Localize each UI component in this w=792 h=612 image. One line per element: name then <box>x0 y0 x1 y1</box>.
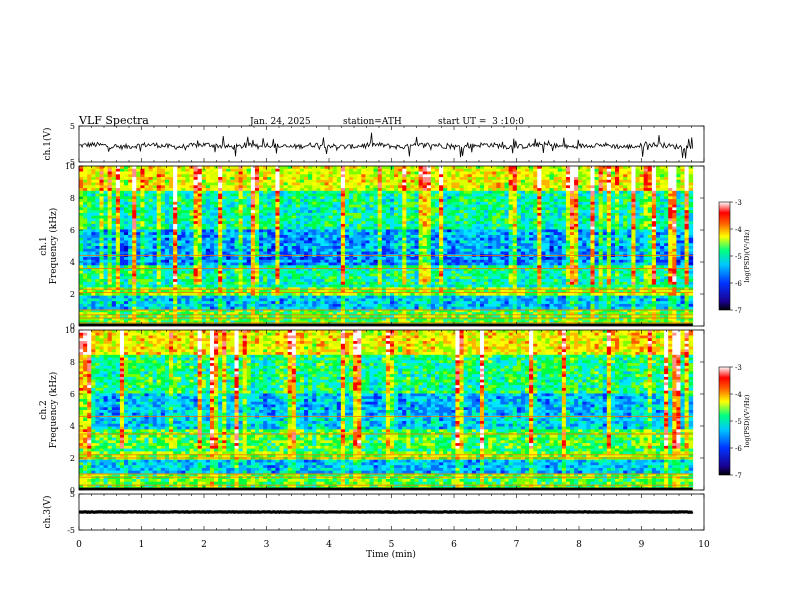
x-tick-label: 6 <box>451 540 457 550</box>
ch3_waveform-ylabel: ch.3(V) <box>42 496 53 529</box>
ch2_spectrogram-colorbar-tick: -4 <box>735 391 742 399</box>
x-tick-label: 0 <box>76 540 82 550</box>
ch3_waveform-trace <box>78 509 694 515</box>
ch1_spectrogram-ytick-label: 10 <box>65 162 75 171</box>
ch1_spectrogram-ylabel: Frequency (kHz) <box>48 208 59 285</box>
x-tick-label: 2 <box>201 540 207 550</box>
ch1_spectrogram-colorbar-tick: -6 <box>735 280 742 288</box>
ch3_waveform-ytick-label: 5 <box>70 490 75 499</box>
ch2_spectrogram-colorbar-label: log(PSD)(V²/Hz) <box>743 394 751 447</box>
ch1_spectrogram-colorbar-label: log(PSD)(V²/Hz) <box>743 229 751 282</box>
ch2_spectrogram-ytick-label: 4 <box>70 422 75 431</box>
x-tick-label: 1 <box>139 540 145 550</box>
x-tick-label: 8 <box>576 540 582 550</box>
x-tick-label: 10 <box>698 540 710 550</box>
ch2-colorbar <box>718 366 731 476</box>
x-tick-label: 9 <box>639 540 645 550</box>
ch1-waveform-panel: 5 -5 ch.1(V) <box>42 122 705 167</box>
ch2-spectrogram-panel: 0 2 4 6 8 10 ch.2 Frequency (kHz) <box>39 326 705 495</box>
ch2_spectrogram-ytick-label: 8 <box>70 358 75 367</box>
start-ut-label: start UT = 3 :10:0 <box>438 117 524 127</box>
ch1_waveform-ytick-label: -5 <box>67 158 75 167</box>
ch1_spectrogram-colorbar-tick: -3 <box>735 199 742 207</box>
ch1_spectrogram-ytick-label: 0 <box>70 322 75 331</box>
ch2_spectrogram-ytick-label: 2 <box>70 454 75 463</box>
ch2_spectrogram-ytick-label: 6 <box>70 390 75 399</box>
x-axis-label: Time (min) <box>366 549 416 560</box>
ch3_waveform-ytick-label: -5 <box>67 526 75 535</box>
ch1_spectrogram-ytick-label: 2 <box>70 290 75 299</box>
ch1_spectrogram-ytick-label: 6 <box>70 226 75 235</box>
ch1-colorbar <box>718 201 731 311</box>
x-tick-label: 3 <box>264 540 270 550</box>
date-label: Jan. 24, 2025 <box>249 117 311 127</box>
ch1_waveform-frame <box>78 125 705 163</box>
ch1_spectrogram-ytick-label: 4 <box>70 258 75 267</box>
station-label: station=ATH <box>343 117 402 127</box>
ch1_waveform-trace <box>78 132 694 159</box>
ch2_spectrogram-ylabel: ch.2 <box>39 400 49 419</box>
ch2_spectrogram-colorbar-tick: -6 <box>735 445 742 453</box>
ch1_spectrogram-colorbar-tick: -5 <box>735 253 742 261</box>
x-tick-label: 7 <box>514 540 520 550</box>
ch2_spectrogram-colorbar-tick: -7 <box>735 472 742 480</box>
time-axis: 0 1 2 3 4 5 6 7 8 9 10 <box>76 540 710 550</box>
ch2_spectrogram-ylabel: Frequency (kHz) <box>48 372 59 449</box>
ch3-waveform-panel: 5 -5 ch.3(V) <box>42 490 705 535</box>
figure-title: VLF Spectra <box>78 114 149 127</box>
ch2_spectrogram-colorbar-tick: -5 <box>735 418 742 426</box>
ch1_spectrogram-colorbar-tick: -4 <box>735 226 742 234</box>
ch1_spectrogram-colorbar-tick: -7 <box>735 307 742 315</box>
x-tick-label: 5 <box>389 540 395 550</box>
ch2_spectrogram-colorbar-tick: -3 <box>735 364 742 372</box>
ch2_spectrogram-ytick-label: 0 <box>70 486 75 495</box>
ch1_waveform-ytick-label: 5 <box>70 122 75 131</box>
ch1_waveform-ylabel: ch.1(V) <box>42 128 53 161</box>
x-tick-label: 4 <box>326 540 332 550</box>
ch1-spectrogram-panel: 0 2 4 6 8 10 ch.1 Frequency (kHz) <box>39 162 705 331</box>
ch1_spectrogram-ylabel: ch.1 <box>39 236 49 255</box>
ch1_spectrogram-ytick-label: 8 <box>70 194 75 203</box>
ch2_spectrogram-ytick-label: 10 <box>65 326 75 335</box>
